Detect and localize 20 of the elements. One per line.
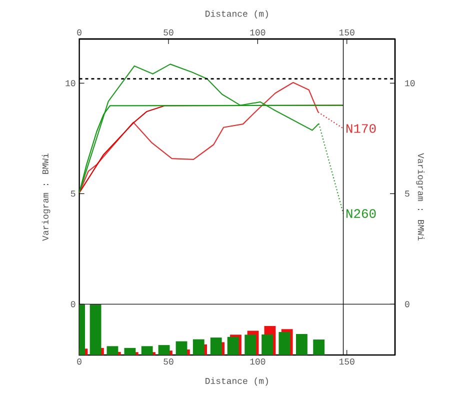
y-tick-label: 0 [70, 301, 76, 308]
y2-tick-label: 0 [405, 301, 410, 308]
y2-axis-title: Variogram : BMWi [416, 153, 424, 240]
series-label: N260 [346, 209, 376, 218]
x-axis-title: Distance (m) [206, 377, 268, 386]
y2-tick-label: 5 [405, 190, 410, 197]
series-label: N170 [346, 124, 376, 133]
x-tick-label: 100 [250, 358, 266, 365]
x-tick-label: 0 [77, 358, 82, 365]
y-tick-label: 5 [70, 190, 76, 197]
x2-tick-label: 0 [77, 29, 82, 36]
y2-tick-label: 10 [405, 80, 415, 86]
x-tick-label: 50 [164, 358, 174, 365]
y-axis-title: Variogram : BMWi [42, 154, 50, 241]
x2-tick-label: 150 [339, 29, 354, 36]
x2-tick-label: 50 [164, 29, 174, 36]
x2-axis-title: Distance (m) [206, 10, 268, 19]
x-tick-label: 150 [339, 358, 354, 365]
x2-tick-label: 100 [250, 29, 266, 36]
y-tick-label: 10 [66, 80, 76, 86]
